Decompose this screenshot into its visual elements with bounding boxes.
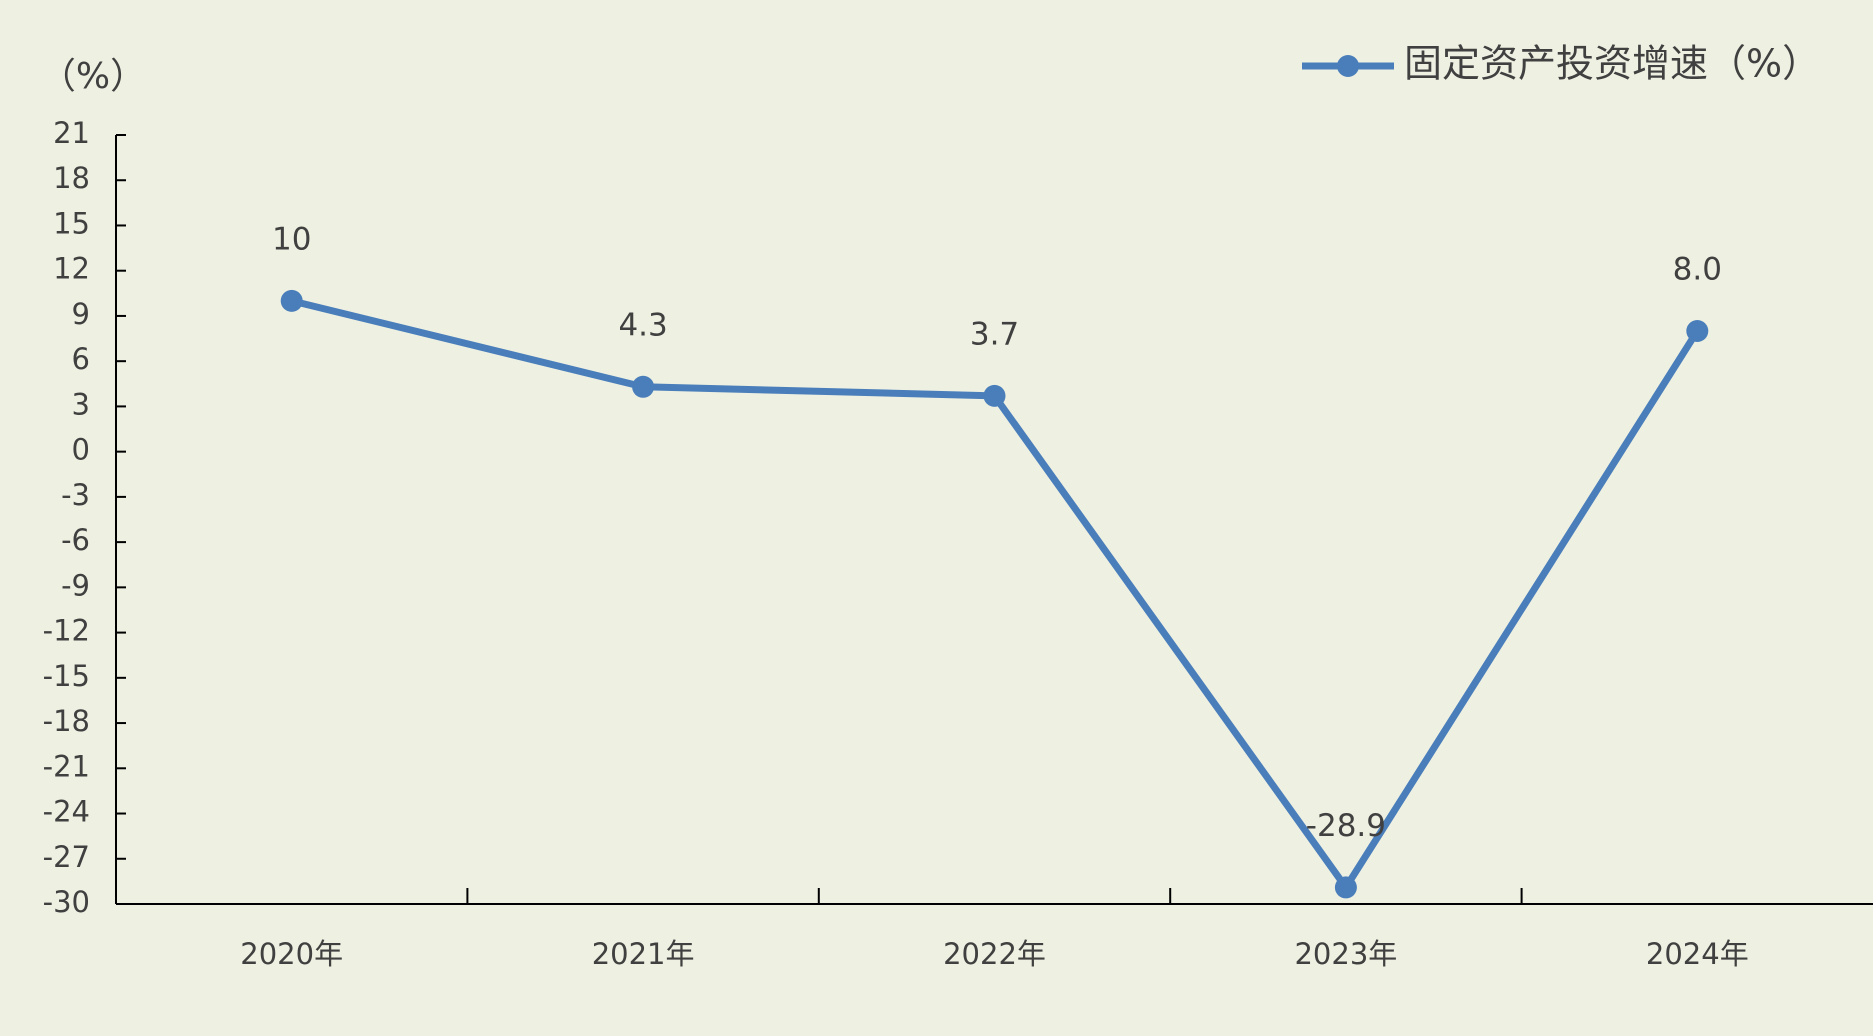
y-tick-label: -27 (43, 840, 90, 874)
data-label: 4.3 (618, 307, 667, 343)
y-tick-label: 9 (72, 297, 90, 331)
y-tick-label: -6 (61, 523, 90, 557)
y-tick-label: -3 (61, 478, 90, 512)
x-tick-label: 2024年 (1646, 937, 1749, 971)
data-point (983, 384, 1006, 407)
legend-marker (1337, 55, 1359, 77)
x-tick-label: 2021年 (592, 937, 695, 971)
y-tick-label: -9 (61, 568, 90, 602)
y-tick-label: -18 (43, 704, 90, 738)
data-point (280, 289, 303, 312)
y-tick-label: -21 (43, 749, 90, 783)
y-tick-label: -15 (43, 659, 90, 693)
y-tick-label: 0 (72, 433, 90, 467)
data-label: 3.7 (970, 316, 1019, 352)
data-label: -28.9 (1306, 808, 1386, 844)
x-tick-label: 2020年 (240, 937, 343, 971)
x-tick-label: 2023年 (1294, 937, 1397, 971)
data-label: 8.0 (1673, 252, 1722, 288)
y-tick-label: 15 (53, 206, 90, 240)
y-tick-label: 12 (53, 252, 90, 286)
y-tick-label: 6 (72, 342, 90, 376)
data-point (632, 375, 655, 398)
data-point (1334, 876, 1357, 899)
y-tick-label: 18 (53, 161, 90, 195)
data-point (1686, 320, 1709, 343)
y-tick-label: -24 (43, 795, 90, 829)
y-axis-label: （%） (40, 56, 146, 97)
x-tick-label: 2022年 (943, 937, 1046, 971)
data-label: 10 (272, 221, 311, 257)
y-tick-label: -30 (43, 885, 90, 919)
y-tick-label: 21 (53, 116, 90, 150)
y-tick-label: 3 (72, 387, 90, 421)
legend-label: 固定资产投资增速（%） (1404, 42, 1820, 86)
y-tick-label: -12 (43, 614, 90, 648)
